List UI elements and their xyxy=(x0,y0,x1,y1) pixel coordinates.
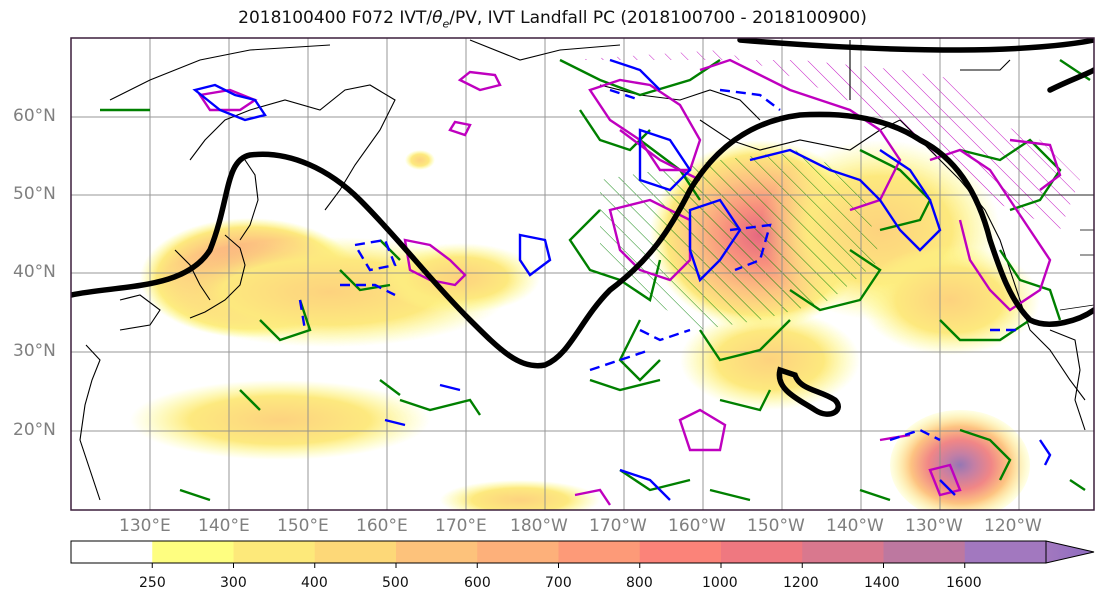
ivt-landfall-contour xyxy=(71,38,1094,417)
pv-contours-blue xyxy=(192,58,1052,501)
lat-label-50n: 50°N xyxy=(13,184,56,204)
colorbar-tick-700: 700 xyxy=(545,575,572,591)
lon-label-160w: 160°W xyxy=(668,516,726,536)
pv-contours-green xyxy=(100,58,1091,502)
lon-label-150e: 150°E xyxy=(277,516,329,536)
colorbar-segment xyxy=(964,541,1047,563)
colorbar-segment xyxy=(639,541,722,563)
coastlines xyxy=(79,39,1094,501)
colorbar-segment xyxy=(558,541,641,563)
colorbar-segment xyxy=(314,541,397,563)
colorbar-segment xyxy=(477,541,559,563)
lon-label-170w: 170°W xyxy=(589,516,647,536)
colorbar-tick-250: 250 xyxy=(139,575,166,591)
colorbar-tick-600: 600 xyxy=(464,575,491,591)
colorbar-tick-500: 500 xyxy=(382,575,409,591)
colorbar-tick-1600: 1600 xyxy=(946,575,982,591)
colorbar-tick-1400: 1400 xyxy=(864,575,900,591)
colorbar-tick-300: 300 xyxy=(220,575,247,591)
colorbar-segment xyxy=(721,541,803,563)
lat-label-40n: 40°N xyxy=(13,262,56,282)
lon-label-160e: 160°E xyxy=(356,516,408,536)
colorbar-tick-800: 800 xyxy=(626,575,653,591)
lon-label-140e: 140°E xyxy=(198,516,250,536)
theta-e-contours-magenta xyxy=(197,58,1062,506)
colorbar-tick-1200: 1200 xyxy=(783,575,819,591)
lon-label-180w: 180°W xyxy=(510,516,568,536)
lon-label-130e: 130°E xyxy=(119,516,171,536)
colorbar-segment xyxy=(152,541,234,563)
map-title: 2018100400 F072 IVT/θe/PV, IVT Landfall … xyxy=(238,8,867,31)
lat-label-60n: 60°N xyxy=(13,106,56,126)
lat-label-20n: 20°N xyxy=(13,420,56,440)
lon-label-150w: 150°W xyxy=(747,516,805,536)
map-border xyxy=(70,37,1095,511)
lon-label-170e: 170°E xyxy=(435,516,487,536)
colorbar-tick-400: 400 xyxy=(301,575,328,591)
colorbar-segment xyxy=(396,541,478,563)
colorbar-tick-1000: 1000 xyxy=(702,575,738,591)
ivt-colorbar xyxy=(70,540,1095,568)
colorbar-segment xyxy=(802,541,884,563)
lat-label-30n: 30°N xyxy=(13,341,56,361)
colorbar-segment xyxy=(71,541,153,563)
colorbar-segment xyxy=(233,541,316,563)
lon-label-120w: 120°W xyxy=(984,516,1042,536)
lon-label-130w: 130°W xyxy=(905,516,963,536)
colorbar-segment xyxy=(883,541,966,563)
lon-label-140w: 140°W xyxy=(826,516,884,536)
colorbar-arrow xyxy=(1045,540,1095,564)
